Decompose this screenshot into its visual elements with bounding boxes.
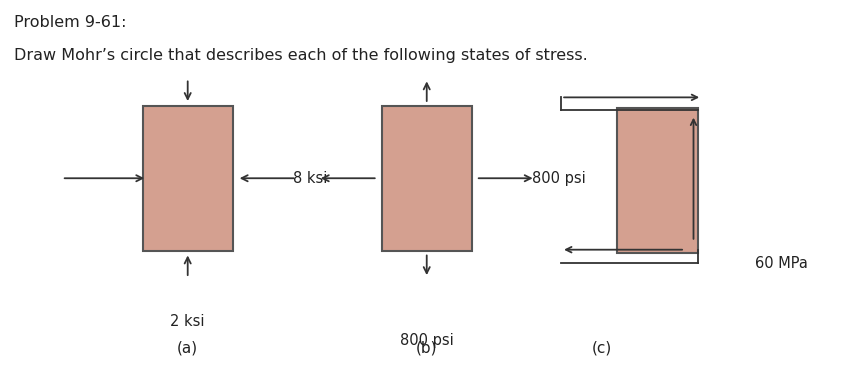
Bar	[143, 106, 232, 251]
Text: 2 ksi: 2 ksi	[170, 314, 205, 329]
Text: (b): (b)	[416, 341, 437, 356]
Text: (a): (a)	[177, 341, 198, 356]
Bar	[381, 106, 471, 251]
Text: 60 MPa: 60 MPa	[754, 256, 808, 271]
Text: 800 psi: 800 psi	[400, 334, 453, 348]
Bar	[616, 108, 697, 253]
Text: Problem 9-61:: Problem 9-61:	[15, 15, 127, 30]
Text: (c): (c)	[591, 341, 611, 356]
Text: 800 psi: 800 psi	[531, 171, 585, 186]
Text: Draw Mohr’s circle that describes each of the following states of stress.: Draw Mohr’s circle that describes each o…	[15, 48, 587, 63]
Text: 8 ksi: 8 ksi	[293, 171, 326, 186]
